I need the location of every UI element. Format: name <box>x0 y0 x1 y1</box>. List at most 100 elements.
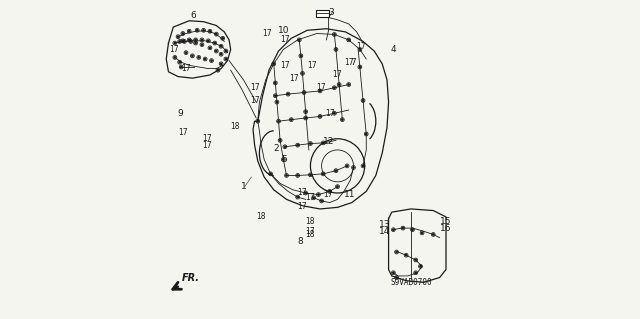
Circle shape <box>275 95 276 96</box>
Circle shape <box>420 266 421 267</box>
Text: 8: 8 <box>298 237 303 246</box>
Circle shape <box>195 39 196 41</box>
Circle shape <box>202 44 203 45</box>
Circle shape <box>220 54 222 55</box>
Circle shape <box>198 57 200 58</box>
Circle shape <box>273 63 275 64</box>
Circle shape <box>323 142 324 144</box>
Circle shape <box>205 58 206 60</box>
Circle shape <box>275 82 276 84</box>
Circle shape <box>339 84 340 85</box>
Text: 18: 18 <box>256 212 266 221</box>
Circle shape <box>415 272 417 273</box>
Text: 12: 12 <box>323 137 335 146</box>
Circle shape <box>216 50 217 52</box>
Circle shape <box>192 55 193 56</box>
Text: 17: 17 <box>280 35 290 44</box>
Text: 10: 10 <box>278 26 289 35</box>
Circle shape <box>348 84 349 85</box>
Circle shape <box>211 60 212 61</box>
Circle shape <box>297 145 298 146</box>
Text: 17: 17 <box>262 29 272 38</box>
Text: 17: 17 <box>316 83 326 92</box>
Circle shape <box>403 227 404 229</box>
Circle shape <box>359 66 360 68</box>
Circle shape <box>278 121 279 122</box>
Text: 17: 17 <box>170 45 179 54</box>
Circle shape <box>310 174 311 175</box>
Circle shape <box>342 119 343 120</box>
Circle shape <box>174 42 175 44</box>
Text: FR.: FR. <box>182 273 200 283</box>
Text: 17: 17 <box>307 61 317 70</box>
Text: 17: 17 <box>181 64 191 73</box>
Text: 17: 17 <box>306 227 316 236</box>
Circle shape <box>297 175 298 176</box>
Circle shape <box>297 197 298 198</box>
Circle shape <box>208 40 209 41</box>
Circle shape <box>202 39 203 41</box>
Text: 15: 15 <box>440 217 451 226</box>
Circle shape <box>393 272 394 273</box>
Text: 6: 6 <box>191 11 196 20</box>
Text: 17: 17 <box>178 128 188 137</box>
Circle shape <box>412 229 413 230</box>
Circle shape <box>305 117 307 119</box>
Text: 4: 4 <box>390 45 396 54</box>
Circle shape <box>203 30 204 31</box>
Circle shape <box>190 41 191 42</box>
Circle shape <box>353 167 354 168</box>
Text: S9VAB0700: S9VAB0700 <box>390 278 432 287</box>
Circle shape <box>362 165 364 167</box>
Text: 18: 18 <box>306 217 315 226</box>
Circle shape <box>329 191 330 192</box>
Circle shape <box>225 58 227 60</box>
Text: 17: 17 <box>202 141 212 150</box>
Text: 18: 18 <box>230 122 240 130</box>
Circle shape <box>257 121 259 122</box>
Circle shape <box>365 133 367 135</box>
Circle shape <box>348 39 349 41</box>
Circle shape <box>214 42 216 44</box>
Text: 17: 17 <box>298 189 307 197</box>
Bar <box>317 10 328 17</box>
Circle shape <box>284 146 285 147</box>
Circle shape <box>177 36 179 37</box>
Circle shape <box>299 39 300 41</box>
Circle shape <box>319 90 321 92</box>
Text: 17: 17 <box>332 70 342 79</box>
Circle shape <box>321 200 323 202</box>
Circle shape <box>319 116 321 117</box>
Circle shape <box>333 113 335 114</box>
Circle shape <box>303 92 305 93</box>
Text: 17: 17 <box>290 74 300 83</box>
Text: 18: 18 <box>306 230 315 239</box>
Text: 17: 17 <box>323 190 333 199</box>
Circle shape <box>305 111 307 112</box>
Text: 17: 17 <box>306 193 316 202</box>
Text: 17: 17 <box>298 202 307 211</box>
Circle shape <box>337 186 338 187</box>
Circle shape <box>225 50 227 52</box>
Text: 5: 5 <box>282 155 287 164</box>
Circle shape <box>220 63 222 64</box>
Circle shape <box>313 197 314 198</box>
Text: 1: 1 <box>241 182 246 191</box>
Circle shape <box>189 39 190 41</box>
Text: 7: 7 <box>350 58 356 67</box>
Circle shape <box>174 57 175 58</box>
Circle shape <box>333 34 335 35</box>
Circle shape <box>393 229 394 230</box>
Circle shape <box>179 62 180 63</box>
Circle shape <box>305 192 307 194</box>
Circle shape <box>217 70 219 71</box>
Circle shape <box>396 251 397 253</box>
Circle shape <box>302 73 303 74</box>
Text: 17: 17 <box>250 96 259 105</box>
Circle shape <box>270 173 271 174</box>
Text: 13: 13 <box>379 220 390 229</box>
Circle shape <box>324 13 325 14</box>
Circle shape <box>335 49 337 50</box>
Circle shape <box>196 30 198 31</box>
Circle shape <box>283 159 284 160</box>
